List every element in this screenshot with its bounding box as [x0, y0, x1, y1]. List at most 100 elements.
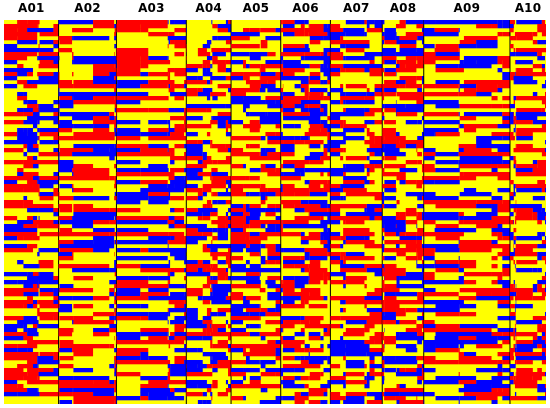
genotype-segment	[167, 372, 171, 377]
genotype-segment	[384, 120, 396, 125]
genotype-segment	[309, 212, 331, 217]
genotype-segment	[116, 316, 141, 321]
genotype-segment	[140, 396, 149, 401]
genotype-segment	[23, 304, 28, 309]
chromosome-block-a10	[509, 20, 546, 401]
genotype-segment	[231, 52, 250, 57]
genotype-segment	[323, 276, 328, 281]
genotype-segment	[4, 380, 18, 385]
genotype-segment	[114, 44, 115, 49]
genotype-segment	[283, 248, 305, 253]
genotype-segment	[140, 148, 168, 153]
genotype-segment	[259, 400, 281, 404]
genotype-segment	[395, 292, 397, 297]
genotype-segment	[27, 132, 38, 137]
genotype-segment	[260, 244, 266, 249]
genotype-segment	[374, 164, 383, 169]
genotype-segment	[174, 168, 185, 173]
genotype-segment	[174, 340, 185, 345]
genotype-segment	[304, 344, 310, 349]
genotype-segment	[116, 48, 118, 53]
genotype-segment	[459, 192, 492, 197]
genotype-segment	[395, 24, 400, 29]
genotype-segment	[308, 92, 310, 97]
genotype-segment	[330, 56, 344, 61]
genotype-segment	[267, 248, 276, 253]
genotype-segment	[59, 112, 110, 117]
genotype-segment	[382, 308, 385, 313]
genotype-segment	[116, 128, 118, 133]
genotype-segment	[327, 92, 331, 97]
genotype-segment	[283, 160, 310, 165]
genotype-segment	[39, 304, 59, 309]
genotype-segment	[228, 224, 232, 229]
genotype-segment	[308, 212, 310, 217]
genotype-segment	[72, 328, 74, 333]
genotype-segment	[345, 372, 365, 377]
genotype-segment	[265, 112, 268, 117]
genotype-segment	[458, 268, 464, 273]
genotype-segment	[497, 152, 510, 157]
genotype-segment	[265, 60, 281, 65]
genotype-segment	[340, 336, 344, 341]
genotype-segment	[283, 140, 295, 145]
genotype-segment	[423, 236, 425, 241]
genotype-segment	[23, 324, 28, 329]
genotype-segment	[300, 108, 309, 113]
genotype-segment	[211, 220, 229, 225]
genotype-segment	[231, 284, 246, 289]
genotype-segment	[396, 400, 400, 404]
genotype-segment	[148, 120, 168, 125]
genotype-segment	[245, 236, 250, 241]
genotype-segment	[382, 184, 396, 189]
genotype-segment	[330, 64, 344, 69]
genotype-segment	[369, 312, 383, 317]
genotype-segment	[174, 316, 187, 321]
genotype-segment	[4, 216, 18, 221]
genotype-segment	[116, 180, 141, 185]
genotype-segment	[265, 280, 276, 285]
genotype-segment	[545, 220, 546, 225]
genotype-segment	[217, 124, 226, 129]
genotype-segment	[59, 364, 74, 369]
genotype-segment	[58, 144, 60, 149]
genotype-segment	[382, 128, 396, 133]
genotype-segment	[210, 76, 226, 81]
genotype-segment	[114, 124, 117, 129]
genotype-segment	[366, 20, 375, 25]
genotype-segment	[260, 372, 276, 377]
genotype-segment	[491, 196, 503, 201]
genotype-segment	[4, 228, 38, 233]
genotype-segment	[459, 124, 464, 129]
genotype-segment	[32, 172, 39, 177]
genotype-segment	[423, 200, 477, 205]
genotype-segment	[184, 300, 187, 305]
genotype-segment	[515, 268, 517, 273]
genotype-segment	[345, 396, 365, 401]
genotype-segment	[140, 132, 168, 137]
chromosome-label-a05: A05	[242, 1, 270, 15]
genotype-segment	[184, 312, 187, 317]
genotype-segment	[545, 316, 546, 321]
genotype-segment	[58, 176, 60, 181]
genotype-segment	[458, 88, 460, 93]
genotype-segment	[186, 288, 203, 293]
genotype-segment	[421, 176, 424, 181]
genotype-segment	[206, 156, 212, 161]
chromosome-label-a03: A03	[138, 1, 165, 15]
genotype-segment	[267, 224, 276, 229]
genotype-segment	[416, 264, 424, 269]
genotype-segment	[309, 152, 324, 157]
genotype-segment	[435, 52, 460, 57]
genotype-segment	[72, 116, 94, 121]
genotype-segment	[231, 236, 246, 241]
genotype-segment	[537, 336, 542, 341]
genotype-segment	[294, 392, 301, 397]
genotype-segment	[148, 196, 171, 201]
genotype-segment	[37, 104, 39, 109]
genotype-segment	[382, 144, 385, 149]
genotype-segment	[497, 352, 510, 357]
genotype-segment	[212, 328, 218, 333]
genotype-segment	[186, 44, 187, 49]
genotype-segment	[320, 204, 328, 209]
